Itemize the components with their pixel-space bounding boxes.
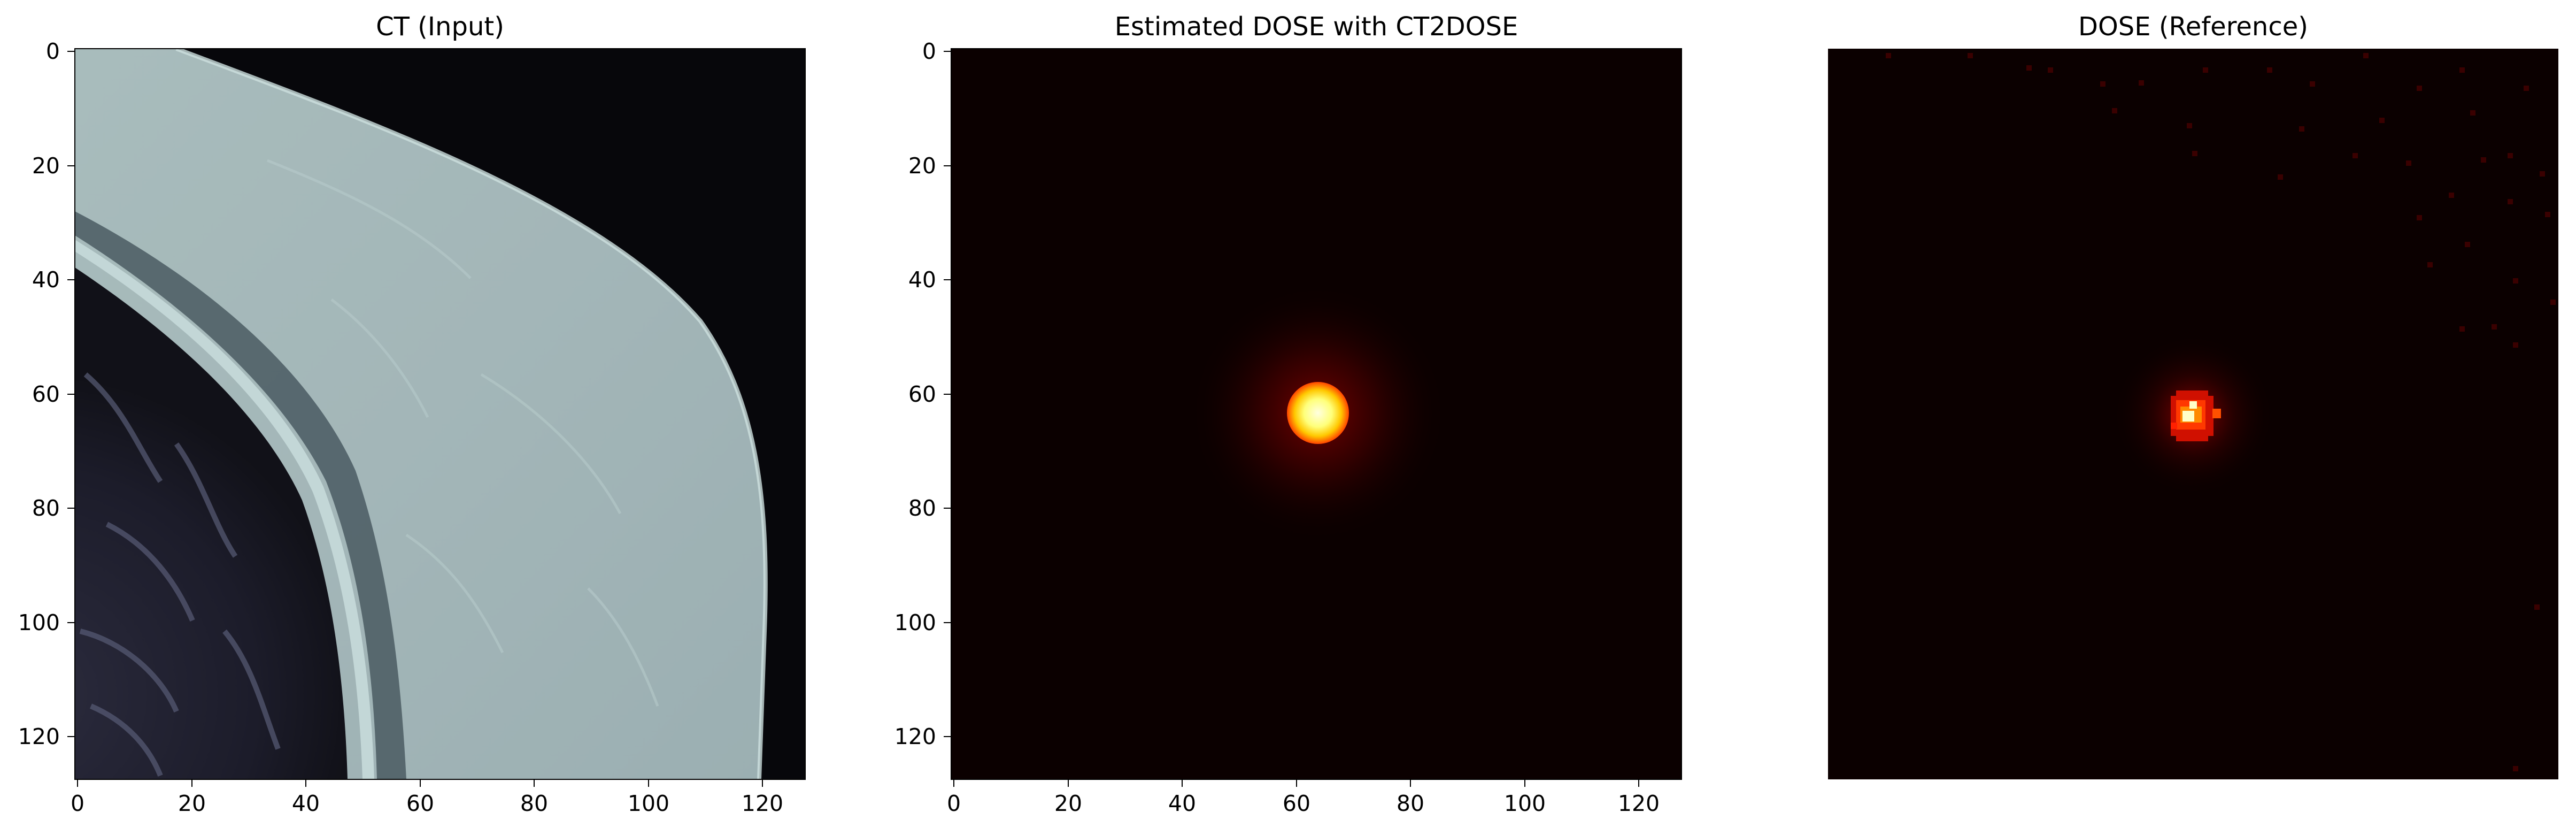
reference-dose-noise [1886, 53, 2556, 771]
x-tick-label: 40 [292, 791, 320, 816]
ct-tissue-texture [267, 159, 659, 707]
x-tick-label: 0 [71, 791, 84, 816]
x-tick-label: 80 [1397, 791, 1424, 816]
reference-dose-panel: DOSE (Reference) [1828, 12, 2558, 779]
y-tick-label: 0 [922, 39, 936, 64]
estimated-dose-hotspot [1287, 382, 1349, 444]
x-tick-label: 20 [1054, 791, 1082, 816]
ct-panel-title: CT (Input) [376, 12, 504, 42]
x-tick-label: 40 [1168, 791, 1196, 816]
x-tick-label: 100 [628, 791, 669, 816]
ct-lung-vessels [79, 372, 281, 777]
y-tick-label: 20 [908, 153, 936, 179]
estimated-dose-image [951, 49, 1682, 779]
y-tick-label: 40 [908, 267, 936, 293]
ct-chest-wall [75, 211, 406, 779]
ct-image [75, 49, 805, 779]
ct-y-axis: 0 20 40 60 80 100 120 [18, 39, 75, 749]
ct-x-axis: 0 20 40 60 80 100 120 [71, 779, 783, 816]
estimated-dose-x-axis: 0 20 40 60 80 100 120 [947, 779, 1660, 816]
y-tick-label: 80 [32, 495, 60, 521]
reference-dose-panel-title: DOSE (Reference) [2078, 12, 2308, 42]
x-tick-label: 60 [406, 791, 434, 816]
y-tick-label: 60 [908, 381, 936, 407]
ct-axes-frame [74, 48, 806, 780]
x-tick-label: 80 [520, 791, 548, 816]
reference-dose-image [1828, 49, 2558, 779]
x-tick-label: 100 [1504, 791, 1546, 816]
y-tick-label: 120 [894, 724, 936, 749]
y-tick-label: 60 [32, 381, 60, 407]
x-tick-label: 20 [178, 791, 206, 816]
estimated-dose-y-axis: 0 20 40 60 80 100 120 [894, 39, 951, 749]
x-tick-label: 0 [947, 791, 961, 816]
y-tick-label: 100 [894, 610, 936, 635]
y-tick-label: 80 [908, 495, 936, 521]
y-tick-label: 0 [46, 39, 60, 64]
y-tick-label: 20 [32, 153, 60, 179]
x-tick-label: 60 [1283, 791, 1310, 816]
ct-lung [75, 267, 348, 779]
estimated-dose-panel: Estimated DOSE with CT2DOSE 0 20 40 60 8… [894, 12, 1682, 816]
y-tick-label: 40 [32, 267, 60, 293]
ct-skin-edge [175, 49, 768, 779]
estimated-dose-axes-frame [951, 48, 1682, 780]
ct-panel: CT (Input) [18, 12, 806, 816]
x-tick-label: 120 [1618, 791, 1660, 816]
reference-dose-hotspot [2171, 390, 2221, 441]
x-tick-label: 120 [742, 791, 783, 816]
y-tick-label: 120 [18, 724, 60, 749]
estimated-dose-panel-title: Estimated DOSE with CT2DOSE [1115, 12, 1518, 42]
y-tick-label: 100 [18, 610, 60, 635]
